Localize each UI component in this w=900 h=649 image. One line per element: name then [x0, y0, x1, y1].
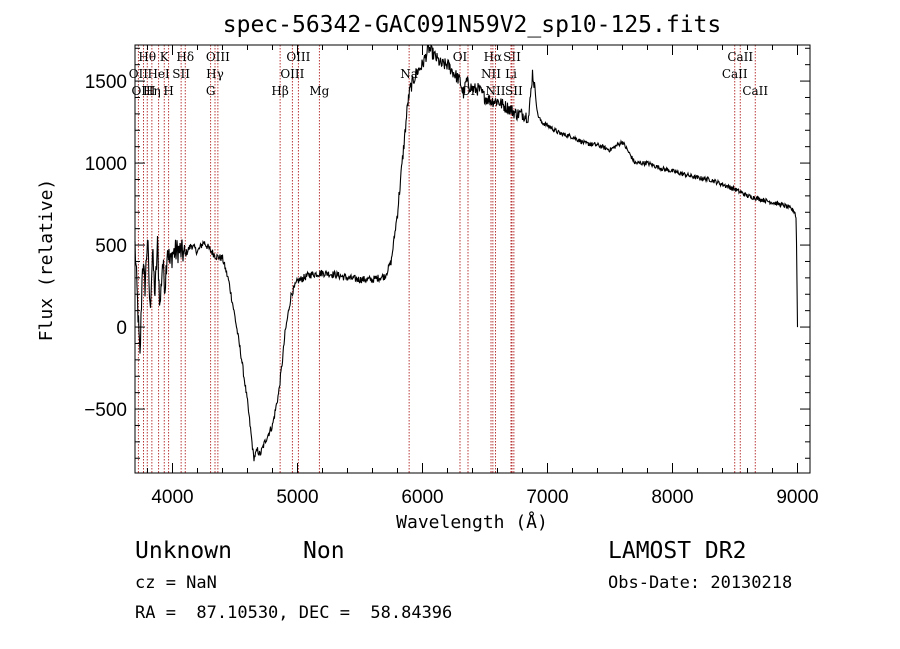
- y-tick-label: 1500: [85, 72, 127, 93]
- line-marker-label: NII: [486, 84, 506, 98]
- line-marker-label: SII: [172, 67, 190, 81]
- object-subclass: Non: [303, 538, 345, 564]
- line-marker-label: OIII: [286, 50, 310, 64]
- line-marker-label: H: [163, 84, 173, 98]
- axis-ticks: 4000 5000 6000 7000 8000 9000 −500 0 500 1000 1500: [84, 45, 819, 508]
- line-marker-label: Hα: [484, 50, 503, 64]
- line-marker-label: OIII: [206, 50, 230, 64]
- object-class: Unknown: [135, 538, 232, 564]
- line-marker-label: NII: [481, 67, 501, 81]
- y-tick-label: 1000: [85, 154, 127, 175]
- survey-name: LAMOST DR2: [608, 538, 747, 564]
- chart-title: spec-56342-GAC091N59V2_sp10-125.fits: [223, 12, 722, 38]
- line-marker-label: K: [160, 50, 170, 64]
- y-tick-label: −500: [84, 400, 127, 421]
- x-tick-label: 8000: [651, 487, 693, 508]
- line-marker-label: HeI: [147, 67, 170, 81]
- line-marker-label: Mg: [309, 84, 329, 98]
- plot-frame: [134, 44, 811, 474]
- y-tick-label: 500: [95, 236, 127, 257]
- line-marker-label: Na: [400, 67, 418, 81]
- line-marker-label: SII: [503, 50, 521, 64]
- line-marker-label: SII: [505, 84, 523, 98]
- line-marker-label: CaII: [742, 84, 768, 98]
- line-marker-label: Hδ: [176, 50, 194, 64]
- line-marker-label: OI: [453, 50, 468, 64]
- obs-date: Obs-Date: 20130218: [608, 573, 793, 593]
- line-marker-label: Hβ: [271, 84, 288, 98]
- line-marker-label: OII: [129, 67, 149, 81]
- x-tick-label: 4000: [151, 487, 193, 508]
- line-marker-label: G: [206, 84, 216, 98]
- line-marker-label: Li: [505, 67, 517, 81]
- y-axis-label: Flux (relative): [36, 179, 57, 342]
- x-tick-label: 6000: [401, 487, 443, 508]
- x-tick-label: 9000: [776, 487, 818, 508]
- line-marker-label: OIII: [131, 84, 155, 98]
- emission-line-markers: Hθ OII OIII K HeI Hη Hδ SII H OIII Hγ G OIII OIII Hβ Mg…: [129, 45, 768, 473]
- y-tick-label: 0: [116, 318, 127, 339]
- x-tick-label: 7000: [526, 487, 568, 508]
- line-marker-label: CaII: [727, 50, 753, 64]
- spectrum-line: [134, 44, 799, 462]
- x-tick-label: 5000: [276, 487, 318, 508]
- line-marker-label: CaII: [722, 67, 748, 81]
- line-marker-label: Hγ: [206, 67, 224, 81]
- x-axis-label: Wavelength (Å): [396, 511, 548, 533]
- line-marker-label: Hη: [143, 84, 161, 98]
- line-marker-label: OIII: [280, 67, 304, 81]
- redshift-cz: cz = NaN: [135, 573, 217, 593]
- line-marker-label: Hθ: [138, 50, 156, 64]
- ra-dec: RA = 87.10530, DEC = 58.84396: [135, 603, 453, 623]
